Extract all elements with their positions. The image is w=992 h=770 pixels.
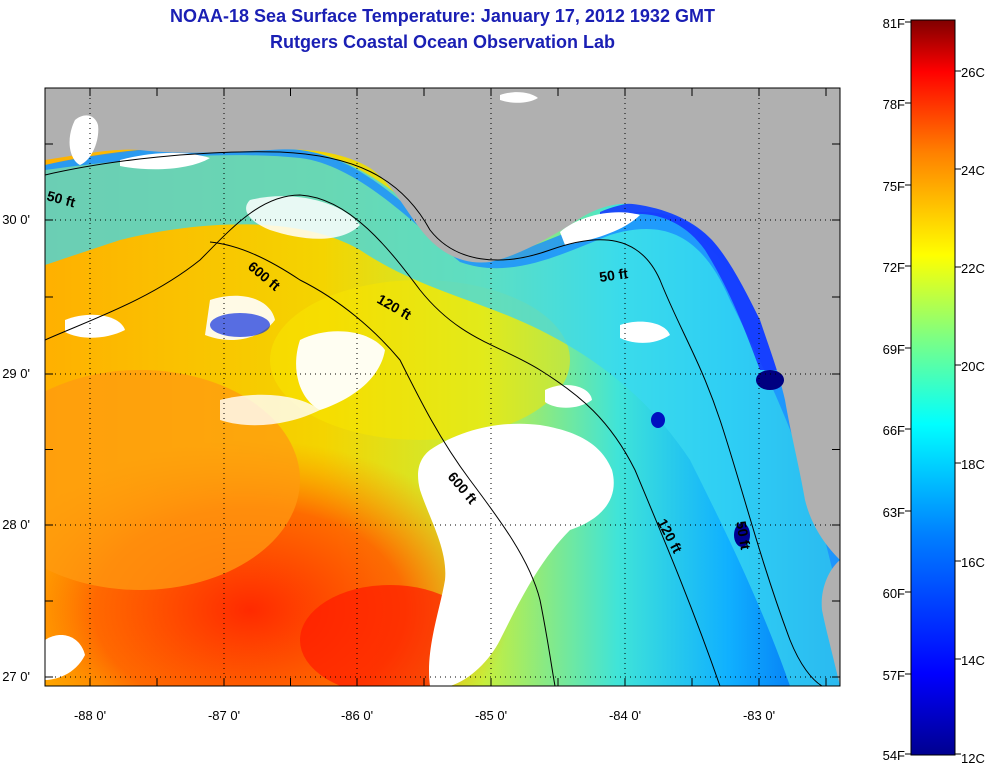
colorbar-ticks — [905, 21, 961, 755]
coastal-bay — [120, 152, 210, 170]
cloud-patch-7 — [45, 635, 85, 680]
map-panel[interactable] — [0, 88, 840, 770]
colorbar-c-label: 24C — [961, 163, 985, 178]
colorbar — [910, 19, 956, 756]
colorbar-c-label: 22C — [961, 261, 985, 276]
colorbar-f-label: 69F — [883, 342, 905, 357]
colorbar-f-label: 60F — [883, 586, 905, 601]
colorbar-f-label: 78F — [883, 97, 905, 112]
cloud-mass-south — [418, 423, 614, 686]
colorbar-c-label: 16C — [961, 555, 985, 570]
map-frame — [44, 87, 841, 687]
cold-spot-1 — [756, 370, 784, 390]
colorbar-c-label: 18C — [961, 457, 985, 472]
lat-tick-label: 27 0' — [2, 669, 30, 684]
map-title: NOAA-18 Sea Surface Temperature: January… — [170, 6, 715, 26]
lon-tick-label: -84 0' — [609, 708, 641, 723]
colorbar-f-label: 54F — [883, 748, 905, 763]
cloud-patch-5 — [620, 321, 670, 343]
cloud-patch-1 — [296, 331, 385, 410]
colorbar-c-label: 12C — [961, 751, 985, 766]
mobile-bay — [69, 115, 99, 165]
warm-water-shelf — [45, 370, 300, 590]
cold-spot-3 — [651, 412, 665, 428]
lon-tick-label: -88 0' — [74, 708, 106, 723]
map-subtitle: Rutgers Coastal Ocean Observation Lab — [269, 32, 616, 52]
lon-tick-label: -85 0' — [475, 708, 507, 723]
cloud-patch-6 — [220, 394, 320, 426]
contour-120ft — [45, 194, 721, 686]
colorbar-f-label: 57F — [883, 668, 905, 683]
colorbar-f-label: 81F — [883, 16, 905, 31]
colorbar-f-label: 66F — [883, 423, 905, 438]
colorbar-f-label: 72F — [883, 260, 905, 275]
axis-ticks — [45, 88, 840, 686]
lat-tick-label: 28 0' — [2, 517, 30, 532]
land-mass — [45, 88, 840, 560]
colorbar-c-label: 14C — [961, 653, 985, 668]
contour-label-50ft-west: 50 ft — [45, 187, 77, 210]
lat-tick-label: 30 0' — [2, 212, 30, 227]
lon-tick-label: -83 0' — [743, 708, 775, 723]
contour-label-50ft-south: 50 ft — [733, 520, 754, 551]
peninsula-land — [821, 560, 840, 686]
cold-spot-2 — [734, 523, 750, 547]
colorbar-c-label: 26C — [961, 65, 985, 80]
contour-label-50ft-east: 50 ft — [598, 265, 629, 285]
lon-tick-label: -87 0' — [208, 708, 240, 723]
lat-tick-label: 29 0' — [2, 366, 30, 381]
cloud-patch-4 — [65, 314, 125, 338]
colorbar-c-label: 20C — [961, 359, 985, 374]
cloud-patch-3 — [246, 196, 360, 239]
contour-50ft — [45, 151, 823, 686]
nearshore-cool-water — [45, 145, 840, 686]
colorbar-f-label: 75F — [883, 179, 905, 194]
inland-lake — [500, 92, 538, 103]
mid-shelf-water — [270, 280, 570, 440]
colorbar-f-label: 63F — [883, 505, 905, 520]
contour-600ft — [209, 241, 556, 686]
lon-tick-label: -86 0' — [341, 708, 373, 723]
cloud-patch-8 — [545, 385, 592, 408]
cold-spot-4 — [210, 313, 270, 337]
